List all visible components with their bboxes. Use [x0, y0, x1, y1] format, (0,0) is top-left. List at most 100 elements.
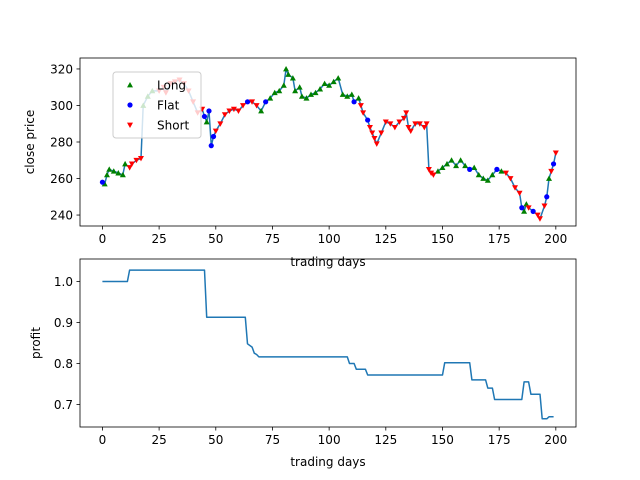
short-marker: [525, 205, 532, 211]
price-y-tick-label: 280: [50, 136, 73, 150]
profit-x-tick-label: 50: [208, 433, 223, 447]
long-marker: [285, 71, 292, 77]
profit-y-tick-label: 0.8: [54, 357, 73, 371]
short-marker: [382, 119, 389, 125]
short-marker: [249, 99, 256, 105]
short-marker: [405, 124, 412, 131]
short-marker: [360, 110, 367, 116]
price-y-tick-label: 240: [50, 209, 73, 223]
short-marker: [407, 128, 414, 135]
short-marker: [421, 124, 428, 131]
long-marker: [339, 91, 346, 97]
long-marker: [298, 93, 305, 99]
short-marker: [391, 124, 398, 131]
legend: Long Flat Short: [112, 71, 202, 139]
long-marker: [523, 201, 530, 207]
long-marker: [453, 162, 460, 169]
profit-x-tick-label: 200: [544, 433, 567, 447]
short-marker: [137, 156, 144, 162]
profit-x-ticks: 0 25 50 75 100 125 150 175 200: [99, 427, 567, 447]
profit-x-tick-label: 75: [265, 433, 280, 447]
flat-markers: [99, 99, 557, 214]
flat-marker: [530, 208, 536, 214]
flat-marker: [467, 166, 473, 172]
legend-long-label: Long: [157, 79, 186, 93]
long-marker: [106, 166, 113, 172]
price-y-axis-label: close price: [23, 110, 37, 175]
profit-x-tick-label: 125: [374, 433, 397, 447]
long-marker: [457, 157, 464, 163]
short-marker: [507, 176, 514, 182]
profit-y-tick-label: 0.7: [54, 398, 73, 412]
short-marker: [552, 150, 559, 156]
short-marker: [128, 161, 135, 167]
short-marker: [534, 212, 541, 219]
flat-marker: [99, 179, 106, 185]
long-marker: [296, 84, 303, 90]
flat-marker: [244, 99, 251, 105]
short-marker: [400, 115, 407, 122]
price-subplot: 0 25 50 75 100 125 150 175 200 240 260 280 300 320 L…: [23, 57, 577, 269]
price-y-tick-label: 320: [50, 62, 73, 76]
long-marker: [312, 89, 319, 96]
price-x-tick-label: 200: [544, 232, 567, 246]
short-marker: [423, 121, 430, 127]
price-x-tick-label: 50: [208, 232, 223, 246]
price-x-tick-label: 150: [431, 232, 454, 246]
flat-marker: [494, 166, 500, 172]
long-marker: [283, 65, 290, 72]
flat-marker: [351, 99, 357, 105]
long-marker: [330, 78, 337, 85]
long-marker: [335, 75, 342, 81]
long-markers: [101, 65, 553, 214]
short-marker: [371, 135, 378, 142]
profit-x-tick-label: 100: [318, 433, 341, 447]
profit-x-tick-label: 25: [151, 433, 166, 447]
profit-line: [102, 269, 554, 420]
price-x-tick-label: 75: [265, 232, 280, 246]
short-marker: [217, 121, 224, 127]
long-marker: [258, 107, 265, 114]
profit-y-tick-label: 0.9: [54, 316, 73, 330]
short-marker: [239, 103, 246, 109]
short-marker: [412, 121, 419, 127]
profit-line-layer: [102, 269, 554, 420]
long-marker: [326, 82, 333, 88]
long-marker: [307, 91, 314, 97]
long-marker: [462, 162, 469, 169]
short-marker: [425, 166, 432, 173]
profit-x-tick-label: 0: [99, 433, 107, 447]
long-marker: [101, 181, 108, 187]
short-marker: [541, 203, 548, 209]
long-marker: [344, 93, 351, 99]
short-marker: [502, 170, 509, 177]
short-marker: [373, 141, 380, 147]
short-marker: [235, 108, 242, 114]
profit-y-ticks: 0.7 0.8 0.9 1.0: [54, 275, 80, 412]
long-marker: [480, 175, 487, 181]
short-marker: [396, 119, 403, 125]
legend-flat-marker: [127, 102, 133, 108]
long-marker: [271, 89, 278, 96]
legend-short-marker: [127, 122, 133, 128]
profit-y-axis-label: profit: [29, 327, 43, 359]
long-marker: [475, 171, 482, 178]
long-marker: [317, 86, 324, 92]
profit-x-tick-label: 150: [431, 433, 454, 447]
price-x-tick-label: 25: [151, 232, 166, 246]
price-x-tick-label: 100: [318, 232, 341, 246]
short-marker: [378, 130, 385, 136]
legend-box: [112, 71, 202, 139]
short-marker: [253, 103, 260, 109]
profit-x-tick-label: 175: [488, 433, 511, 447]
short-marker: [512, 185, 519, 191]
profit-y-tick-label: 1.0: [54, 275, 73, 289]
flat-marker: [519, 205, 525, 211]
long-marker: [546, 175, 553, 181]
price-y-tick-label: 300: [50, 99, 73, 113]
long-marker: [289, 75, 296, 81]
long-marker: [355, 95, 362, 101]
short-marker: [230, 106, 237, 113]
